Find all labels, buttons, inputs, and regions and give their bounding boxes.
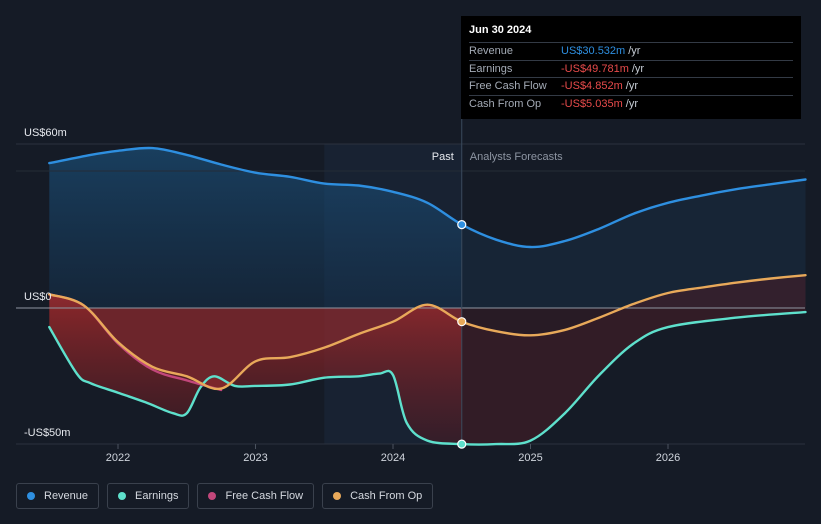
legend-dot-icon	[208, 492, 217, 500]
tooltip: Jun 30 2024 Revenue US$30.532m /yr Earni…	[461, 16, 801, 119]
x-tick-label: 2023	[243, 452, 267, 464]
legend-item-revenue[interactable]: Revenue	[16, 483, 100, 509]
highlight-markers	[457, 220, 467, 449]
cash-from-op-marker	[457, 317, 467, 327]
x-tick-label: 2022	[106, 452, 130, 464]
x-tick-label: 2026	[656, 452, 680, 464]
legend-dot-icon	[333, 492, 342, 500]
legend-dot-icon	[27, 492, 35, 500]
tooltip-unit: /yr	[631, 62, 645, 75]
earnings-marker	[457, 439, 467, 449]
forecast-label: Analysts Forecasts	[470, 151, 563, 163]
revenue-marker	[457, 220, 467, 230]
legend-item-cash-from-op[interactable]: Cash From Op	[322, 483, 434, 509]
tooltip-label: Revenue	[469, 45, 514, 57]
tooltip-row-revenue: Revenue US$30.532m /yr	[469, 42, 793, 60]
y-axis-labels: US$60m US$0 -US$50m	[24, 127, 70, 439]
tooltip-unit: /yr	[625, 80, 638, 92]
revenue-area-past	[49, 147, 462, 308]
tooltip-unit: /yr	[625, 97, 638, 110]
revenue-area-forecast	[461, 179, 806, 308]
cfo-area-past	[49, 308, 462, 389]
tooltip-row-earnings: Earnings -US$49.781m /yr	[469, 59, 793, 78]
loss-band-forecast	[461, 275, 806, 445]
y-axis-label: US$60m	[24, 127, 67, 139]
legend-item-earnings[interactable]: Earnings	[107, 483, 190, 509]
cfo-area-forecast	[461, 308, 806, 336]
tooltip-date: Jun 30 2024	[469, 24, 532, 36]
past-label: Past	[432, 151, 454, 163]
tooltip-label: Free Cash Flow	[469, 80, 547, 92]
tooltip-value: -US$4.852m	[561, 80, 623, 92]
tooltip-label: Earnings	[469, 62, 513, 75]
area-fills	[49, 147, 806, 445]
gridlines	[16, 143, 805, 445]
legend-item-free-cash-flow[interactable]: Free Cash Flow	[197, 483, 315, 509]
x-tick-label: 2024	[381, 452, 405, 464]
tooltip-value: US$30.532m	[561, 45, 626, 57]
y-axis-label: -US$50m	[24, 427, 70, 439]
tooltip-value: -US$49.781m	[561, 62, 629, 75]
tooltip-value: -US$5.035m	[561, 97, 623, 110]
legend-label: Cash From Op	[350, 490, 423, 502]
legend-label: Free Cash Flow	[225, 490, 304, 502]
tooltip-label: Cash From Op	[469, 97, 542, 110]
revenue-line	[48, 146, 807, 249]
x-axis-ticks: 2022 2023 2024 2025 2026	[106, 444, 680, 464]
legend-label: Earnings	[135, 490, 179, 502]
legend: Revenue Earnings Free Cash Flow Cash Fro…	[16, 483, 434, 509]
y-axis-label: US$0	[24, 291, 52, 303]
tooltip-unit: /yr	[628, 45, 641, 57]
tooltip-row-free-cash-flow: Free Cash Flow -US$4.852m /yr	[469, 77, 793, 95]
tooltip-row-cash-from-op: Cash From Op -US$5.035m /yr	[469, 94, 793, 113]
earnings-line	[48, 310, 807, 446]
series-lines	[48, 146, 807, 446]
loss-band-past	[49, 294, 462, 445]
cash-from-op-line	[48, 274, 807, 391]
x-tick-label: 2025	[518, 452, 542, 464]
legend-label: Revenue	[44, 490, 89, 502]
legend-dot-icon	[118, 492, 127, 500]
